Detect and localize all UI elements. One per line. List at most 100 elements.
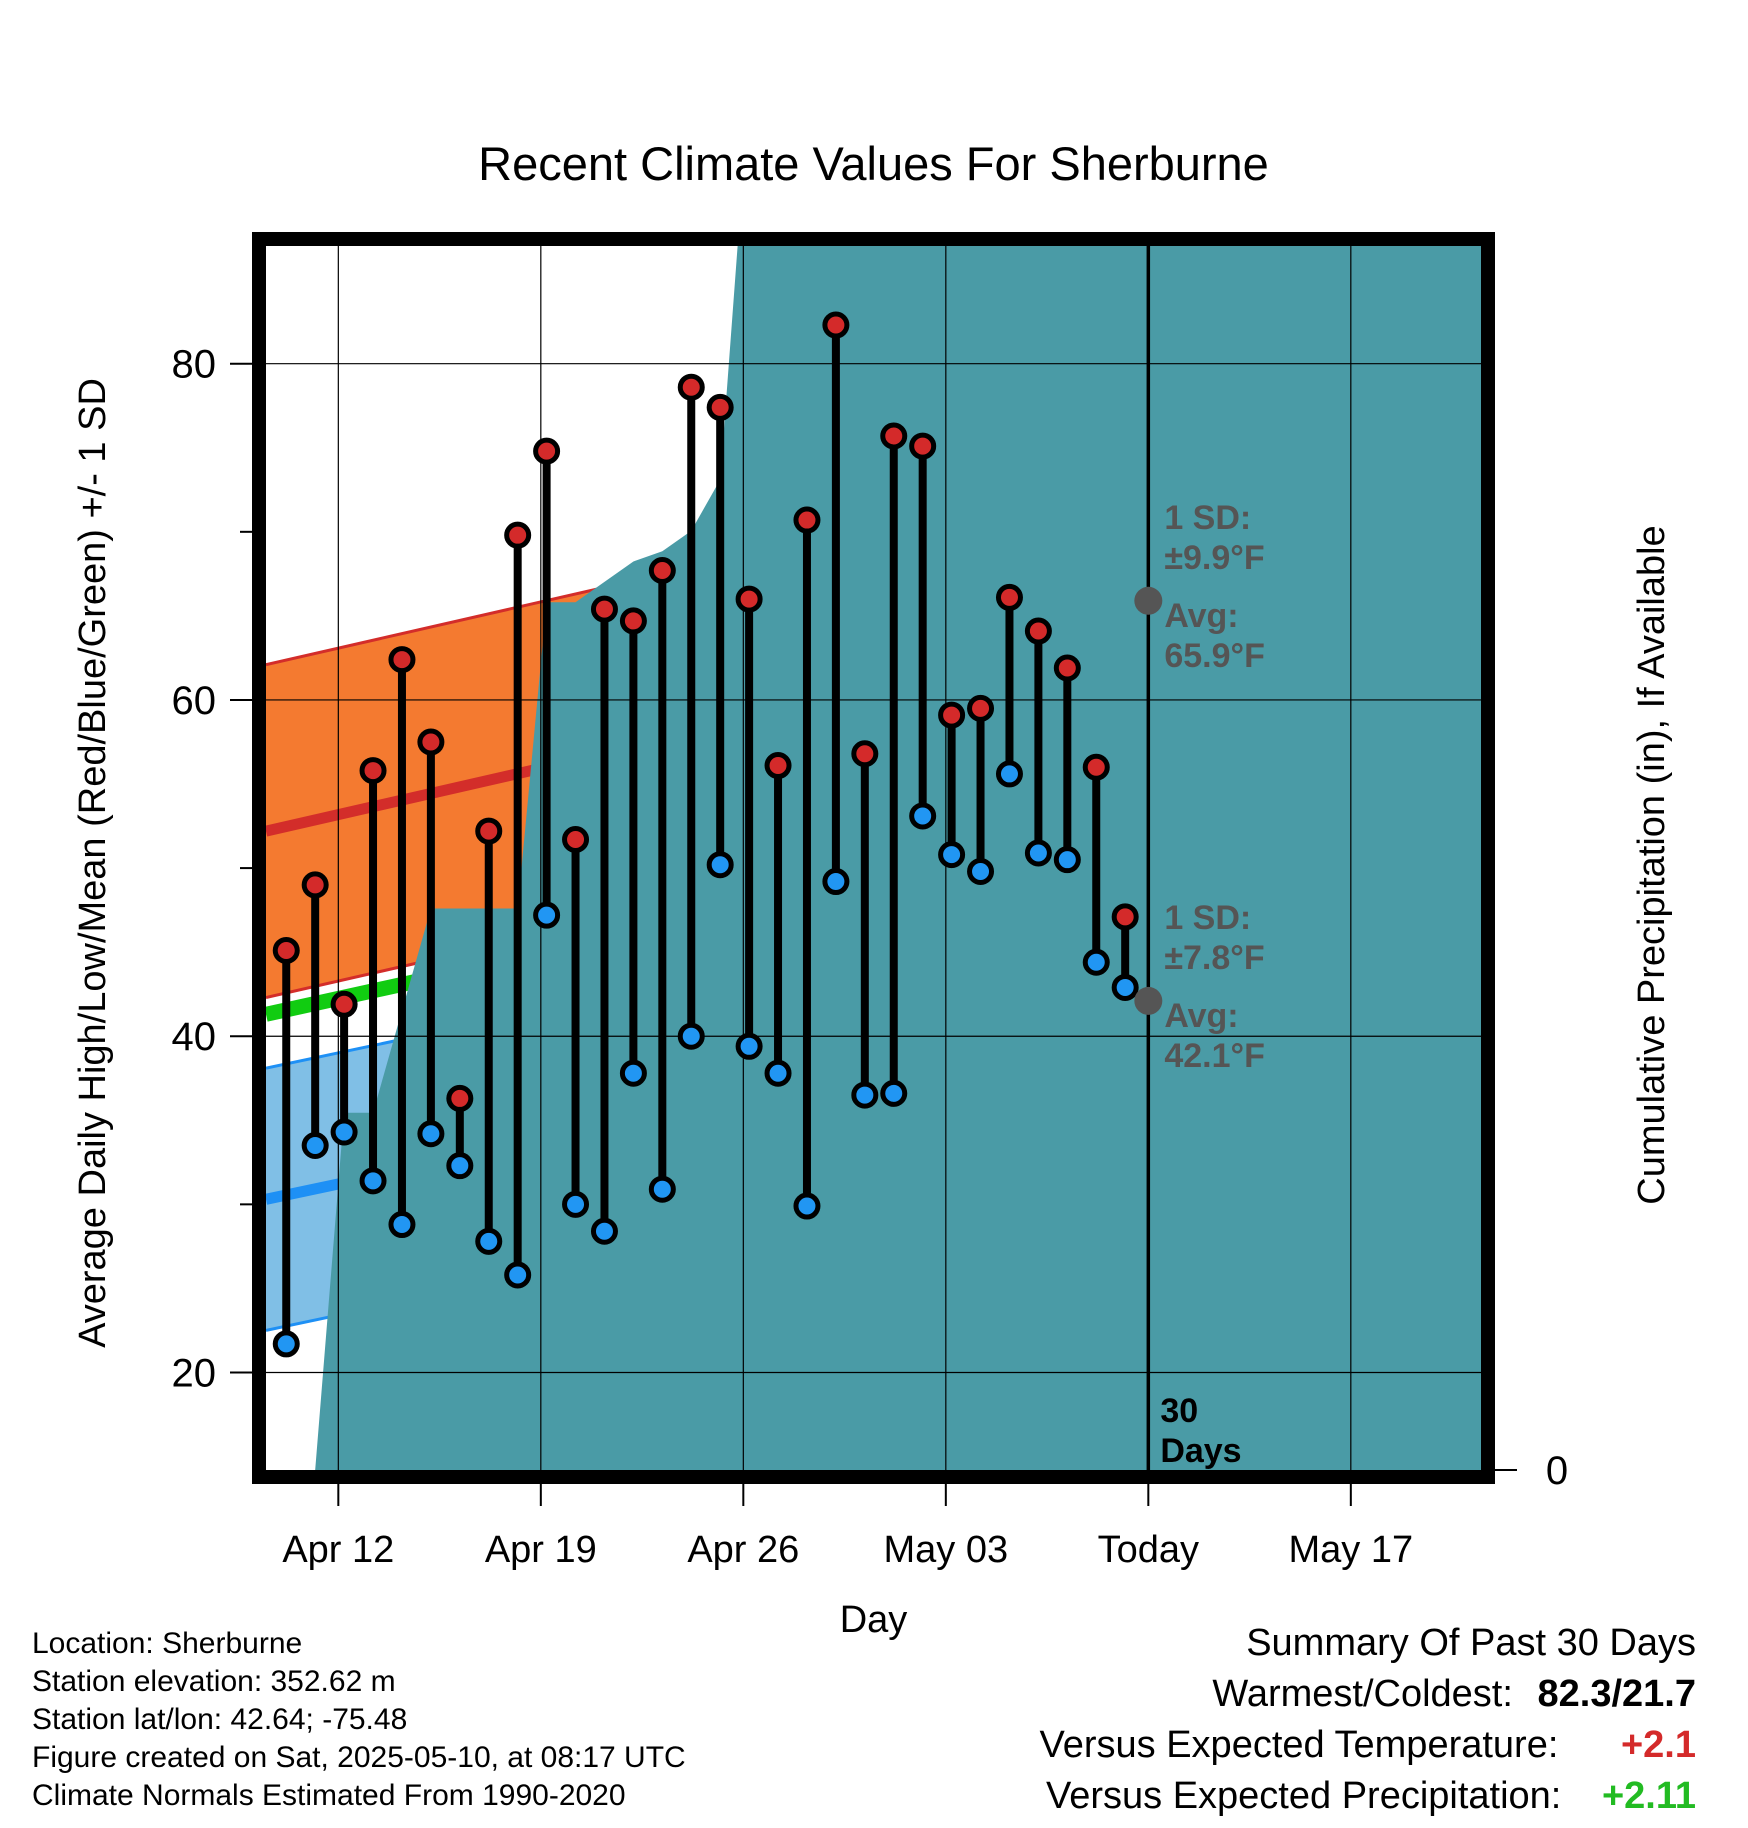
daily-high-point bbox=[388, 646, 416, 674]
low-sd-annotation: 1 SD: ±7.8°F bbox=[1164, 899, 1264, 977]
precip-departure-row: Versus Expected Precipitation: +2.11 bbox=[1039, 1771, 1696, 1822]
x-axis-label: Day bbox=[840, 1599, 908, 1641]
daily-high-point bbox=[822, 311, 850, 339]
coldest-value: 21.7 bbox=[1622, 1673, 1696, 1715]
location-text: Location: Sherburne bbox=[32, 1627, 303, 1660]
warmest-coldest-value: 82.3/21.7 bbox=[1538, 1669, 1697, 1720]
daily-high-point bbox=[967, 694, 995, 722]
y-left-tick-label: 40 bbox=[172, 1015, 217, 1059]
daily-low-point bbox=[619, 1059, 647, 1087]
daily-low-point bbox=[967, 857, 995, 885]
high-avg-marker bbox=[1134, 586, 1163, 615]
daily-low-point bbox=[1053, 846, 1081, 874]
daily-low-point bbox=[446, 1152, 474, 1180]
daily-low-point bbox=[388, 1211, 416, 1239]
daily-low-point bbox=[880, 1079, 908, 1107]
daily-high-point bbox=[1111, 903, 1139, 931]
daily-low-point bbox=[1082, 948, 1110, 976]
daily-high-point bbox=[504, 521, 532, 549]
plot-area bbox=[266, 246, 1481, 1470]
y-left-tick-label: 60 bbox=[172, 679, 217, 723]
x-tick-label: Apr 26 bbox=[687, 1529, 799, 1571]
daily-high-point bbox=[677, 373, 705, 401]
precip-departure-value: +2.11 bbox=[1601, 1775, 1696, 1817]
daily-high-point bbox=[909, 432, 937, 460]
daily-low-point bbox=[793, 1192, 821, 1220]
daily-high-point bbox=[880, 422, 908, 450]
daily-high-point bbox=[590, 595, 618, 623]
daily-high-point bbox=[446, 1084, 474, 1112]
x-tick-label: May 17 bbox=[1289, 1529, 1414, 1571]
daily-low-point bbox=[504, 1261, 532, 1289]
daily-high-point bbox=[330, 990, 358, 1018]
daily-low-point bbox=[1024, 839, 1052, 867]
daily-high-point bbox=[417, 728, 445, 756]
daily-low-point bbox=[417, 1120, 445, 1148]
daily-low-point bbox=[851, 1081, 879, 1109]
daily-low-point bbox=[995, 760, 1023, 788]
daily-high-point bbox=[793, 506, 821, 534]
daily-high-point bbox=[272, 936, 300, 964]
daily-high-point bbox=[1024, 617, 1052, 645]
daily-low-point bbox=[590, 1217, 618, 1245]
daily-high-point bbox=[735, 585, 763, 613]
y-right-tick-label: 0 bbox=[1546, 1449, 1568, 1493]
daily-high-point bbox=[764, 752, 792, 780]
y-left-tick-label: 80 bbox=[172, 343, 217, 387]
daily-low-point bbox=[301, 1132, 329, 1160]
summary-title: Summary Of Past 30 Days bbox=[1246, 1622, 1696, 1664]
daily-high-point bbox=[533, 437, 561, 465]
daily-high-point bbox=[562, 826, 590, 854]
latlon-text: Station lat/lon: 42.64; -75.48 bbox=[32, 1703, 408, 1736]
temp-departure-row: Versus Expected Temperature: +2.1 bbox=[1039, 1720, 1696, 1771]
elevation-text: Station elevation: 352.62 m bbox=[32, 1665, 396, 1698]
daily-low-point bbox=[359, 1167, 387, 1195]
high-avg-annotation: Avg: 65.9°F bbox=[1164, 597, 1265, 675]
temp-departure-label: Versus Expected Temperature: bbox=[1039, 1724, 1559, 1766]
daily-high-point bbox=[301, 871, 329, 899]
station-info: Location: Sherburne Station elevation: 3… bbox=[32, 1625, 686, 1815]
daily-high-point bbox=[995, 583, 1023, 611]
today-days-label: 30 Days bbox=[1160, 1392, 1241, 1470]
daily-high-point bbox=[475, 817, 503, 845]
daily-low-point bbox=[648, 1175, 676, 1203]
summary-panel: Summary Of Past 30 Days Warmest/Coldest:… bbox=[1039, 1618, 1696, 1822]
temp-departure-value: +2.1 bbox=[1620, 1724, 1696, 1766]
daily-high-point bbox=[938, 701, 966, 729]
warmest-coldest-label: Warmest/Coldest: bbox=[1212, 1673, 1513, 1715]
low-avg-marker bbox=[1134, 986, 1163, 1015]
y-left-tick-label: 20 bbox=[172, 1351, 217, 1395]
high-sd-annotation: 1 SD: ±9.9°F bbox=[1164, 499, 1264, 577]
precip-area bbox=[266, 246, 1481, 1470]
y-right-axis-label: Cumulative Precipitation (in), If Availa… bbox=[1631, 525, 1673, 1204]
normals-text: Climate Normals Estimated From 1990-2020 bbox=[32, 1779, 626, 1812]
daily-low-point bbox=[706, 851, 734, 879]
x-tick-label: May 03 bbox=[884, 1529, 1009, 1571]
daily-low-point bbox=[677, 1022, 705, 1050]
plot-frame bbox=[252, 232, 1495, 1484]
warm-cold-separator: / bbox=[1611, 1673, 1623, 1715]
daily-low-point bbox=[562, 1190, 590, 1218]
daily-low-point bbox=[272, 1330, 300, 1358]
daily-low-point bbox=[533, 901, 561, 929]
y-left-axis-label: Average Daily High/Low/Mean (Red/Blue/Gr… bbox=[72, 378, 114, 1348]
daily-high-point bbox=[648, 556, 676, 584]
daily-low-point bbox=[1111, 973, 1139, 1001]
daily-low-point bbox=[475, 1227, 503, 1255]
daily-low-point bbox=[764, 1059, 792, 1087]
warmest-coldest-row: Warmest/Coldest: 82.3/21.7 bbox=[1039, 1669, 1696, 1720]
daily-low-point bbox=[938, 841, 966, 869]
daily-high-point bbox=[619, 607, 647, 635]
daily-high-point bbox=[1082, 753, 1110, 781]
daily-high-point bbox=[706, 393, 734, 421]
daily-high-point bbox=[1053, 654, 1081, 682]
chart-title: Recent Climate Values For Sherburne bbox=[478, 137, 1269, 190]
x-tick-label: Apr 12 bbox=[282, 1529, 394, 1571]
warmest-value: 82.3 bbox=[1537, 1673, 1612, 1715]
daily-low-point bbox=[330, 1118, 358, 1146]
created-text: Figure created on Sat, 2025-05-10, at 08… bbox=[32, 1741, 686, 1774]
daily-low-point bbox=[735, 1032, 763, 1060]
daily-low-point bbox=[909, 802, 937, 830]
x-tick-label: Today bbox=[1098, 1529, 1199, 1571]
